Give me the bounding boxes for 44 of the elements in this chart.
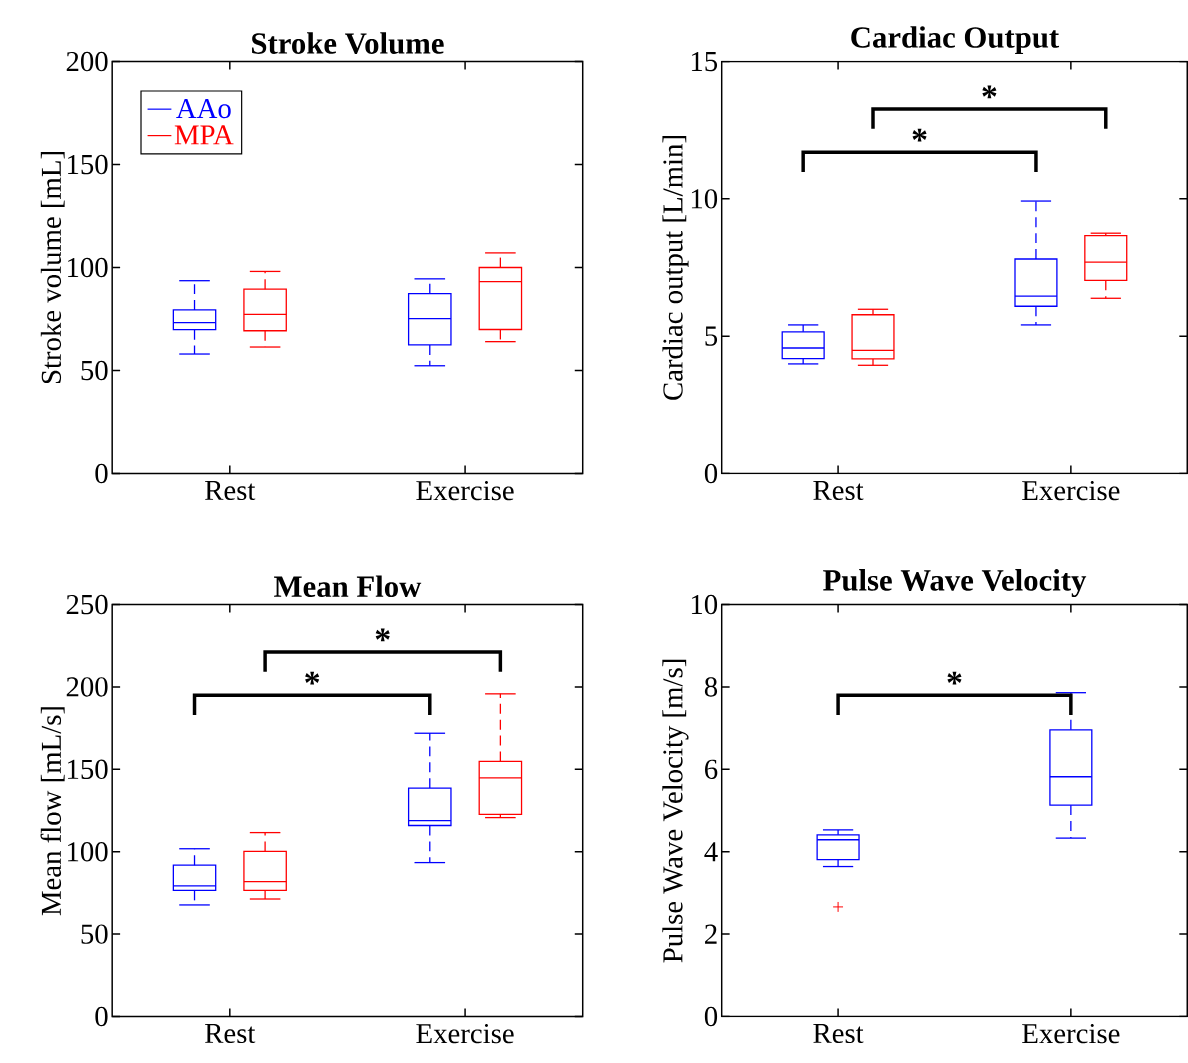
y-tick-label: 15 [691,51,718,72]
y-tick-label: 100 [68,841,108,862]
x-tick-label: Rest [205,1023,256,1044]
y-tick-label: 50 [81,924,108,944]
legend-label: AAo [176,98,231,119]
y-tick-label: 5 [705,326,718,346]
y-tick-label: 50 [81,360,108,381]
y-tick-label: 0 [95,463,108,484]
y-axis-title: Cardiac output [L/min] [662,136,689,400]
legend-label: MPA [174,125,234,145]
chart-title: Stroke Volume [252,32,444,54]
x-tick-label: Exercise [416,480,514,501]
x-tick-label: Rest [813,1023,864,1044]
y-tick-label: 0 [704,1006,718,1027]
y-tick-label: 6 [705,759,718,779]
y-tick-label: 200 [66,51,108,72]
annotation: * [982,85,997,99]
x-tick-label: Rest [205,480,256,501]
chart-title: Cardiac Output [851,26,1060,54]
y-tick-label: 150 [68,154,108,175]
annotation: * [912,128,927,142]
annotation: * [305,671,320,685]
x-tick-label: Exercise [416,1023,514,1044]
chart-title: Mean Flow [274,575,422,597]
y-tick-label: 8 [704,677,718,697]
x-tick-label: Exercise [1022,1023,1120,1044]
y-tick-label: 4 [704,842,718,862]
y-tick-label: 10 [691,189,718,209]
y-axis-title: Stroke volume [mL] [40,152,65,384]
y-tick-label: 250 [66,594,108,615]
y-tick-label: 200 [66,677,108,697]
x-tick-label: Exercise [1022,480,1120,501]
annotation: * [947,671,962,685]
y-tick-label: 10 [691,594,718,615]
y-tick-label: 2 [705,924,717,944]
annotation: * [375,628,390,642]
y-tick-label: 0 [704,463,718,484]
chart-title: Pulse Wave Velocity [823,568,1087,597]
y-axis-title: Mean flow [mL/s] [40,707,65,916]
y-tick-label: 100 [68,257,108,278]
y-tick-label: 0 [95,1006,108,1027]
x-tick-label: Rest [813,480,864,501]
y-tick-label: 150 [68,759,108,779]
y-axis-title: Pulse Wave Velocity [m/s] [662,659,689,963]
